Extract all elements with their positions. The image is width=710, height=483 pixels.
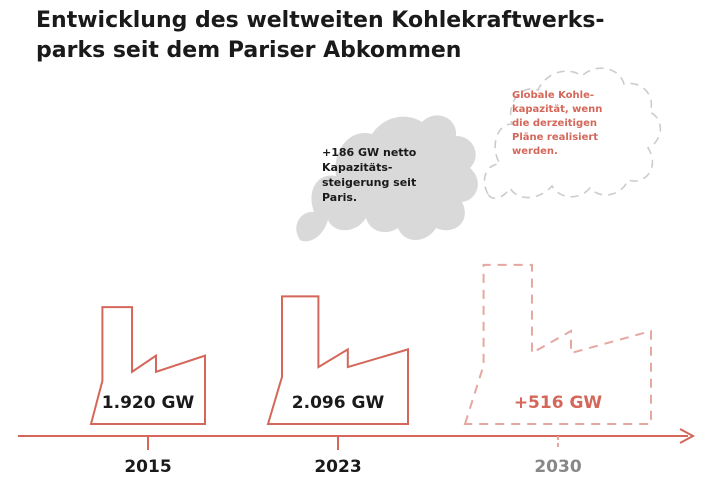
value-label-2030: +516 GW	[514, 393, 603, 413]
title-line-1: Entwicklung des weltweiten Kohlekraftwer…	[36, 8, 605, 33]
smoke-cloud-2030	[483, 67, 662, 200]
value-label-2023: 2.096 GW	[292, 393, 385, 413]
annotation-2023-line-3: steigerung seit	[322, 176, 416, 189]
annotation-2030-line-4: Pläne realisiert	[512, 132, 598, 143]
annotation-2023-line-1: +186 GW netto	[322, 146, 417, 159]
factory-bars: 1.920 GW 2015 2.096 GW 2023 +516 GW 2030	[89, 263, 652, 477]
factory-bar-2030	[463, 263, 652, 425]
smoke-cloud-2023	[296, 115, 478, 242]
annotation-2030-line-3: die derzeitigen	[512, 118, 597, 129]
annotation-2030: Globale Kohle- kapazität, wenn die derze…	[512, 90, 602, 157]
annotation-2023-line-2: Kapazitäts-	[322, 161, 392, 174]
timeline-arrowhead	[679, 428, 696, 444]
year-label-2015: 2015	[124, 457, 171, 477]
annotation-2023: +186 GW netto Kapazitäts- steigerung sei…	[322, 146, 417, 204]
factory-bar-2023	[266, 295, 409, 425]
annotation-2030-line-2: kapazität, wenn	[512, 104, 602, 115]
factory-bar-2015	[89, 306, 206, 425]
chart-title: Entwicklung des weltweiten Kohlekraftwer…	[36, 6, 636, 66]
annotation-2023-line-4: Paris.	[322, 191, 357, 204]
year-label-2023: 2023	[314, 457, 361, 477]
annotation-2030-line-1: Globale Kohle-	[512, 90, 594, 101]
value-label-2015: 1.920 GW	[102, 393, 195, 413]
title-line-2: parks seit dem Pariser Abkommen	[36, 38, 462, 63]
year-label-2030: 2030	[534, 457, 581, 477]
annotation-2030-line-5: werden.	[512, 146, 558, 157]
